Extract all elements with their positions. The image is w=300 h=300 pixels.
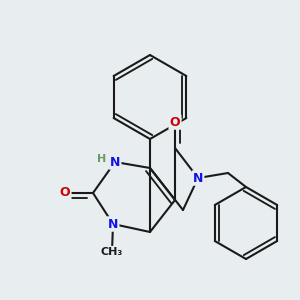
Text: CH₃: CH₃	[101, 247, 123, 257]
Text: H: H	[98, 154, 106, 164]
Text: N: N	[193, 172, 203, 184]
Text: N: N	[110, 155, 120, 169]
Text: N: N	[108, 218, 118, 230]
Text: O: O	[170, 116, 180, 128]
Text: O: O	[60, 187, 70, 200]
